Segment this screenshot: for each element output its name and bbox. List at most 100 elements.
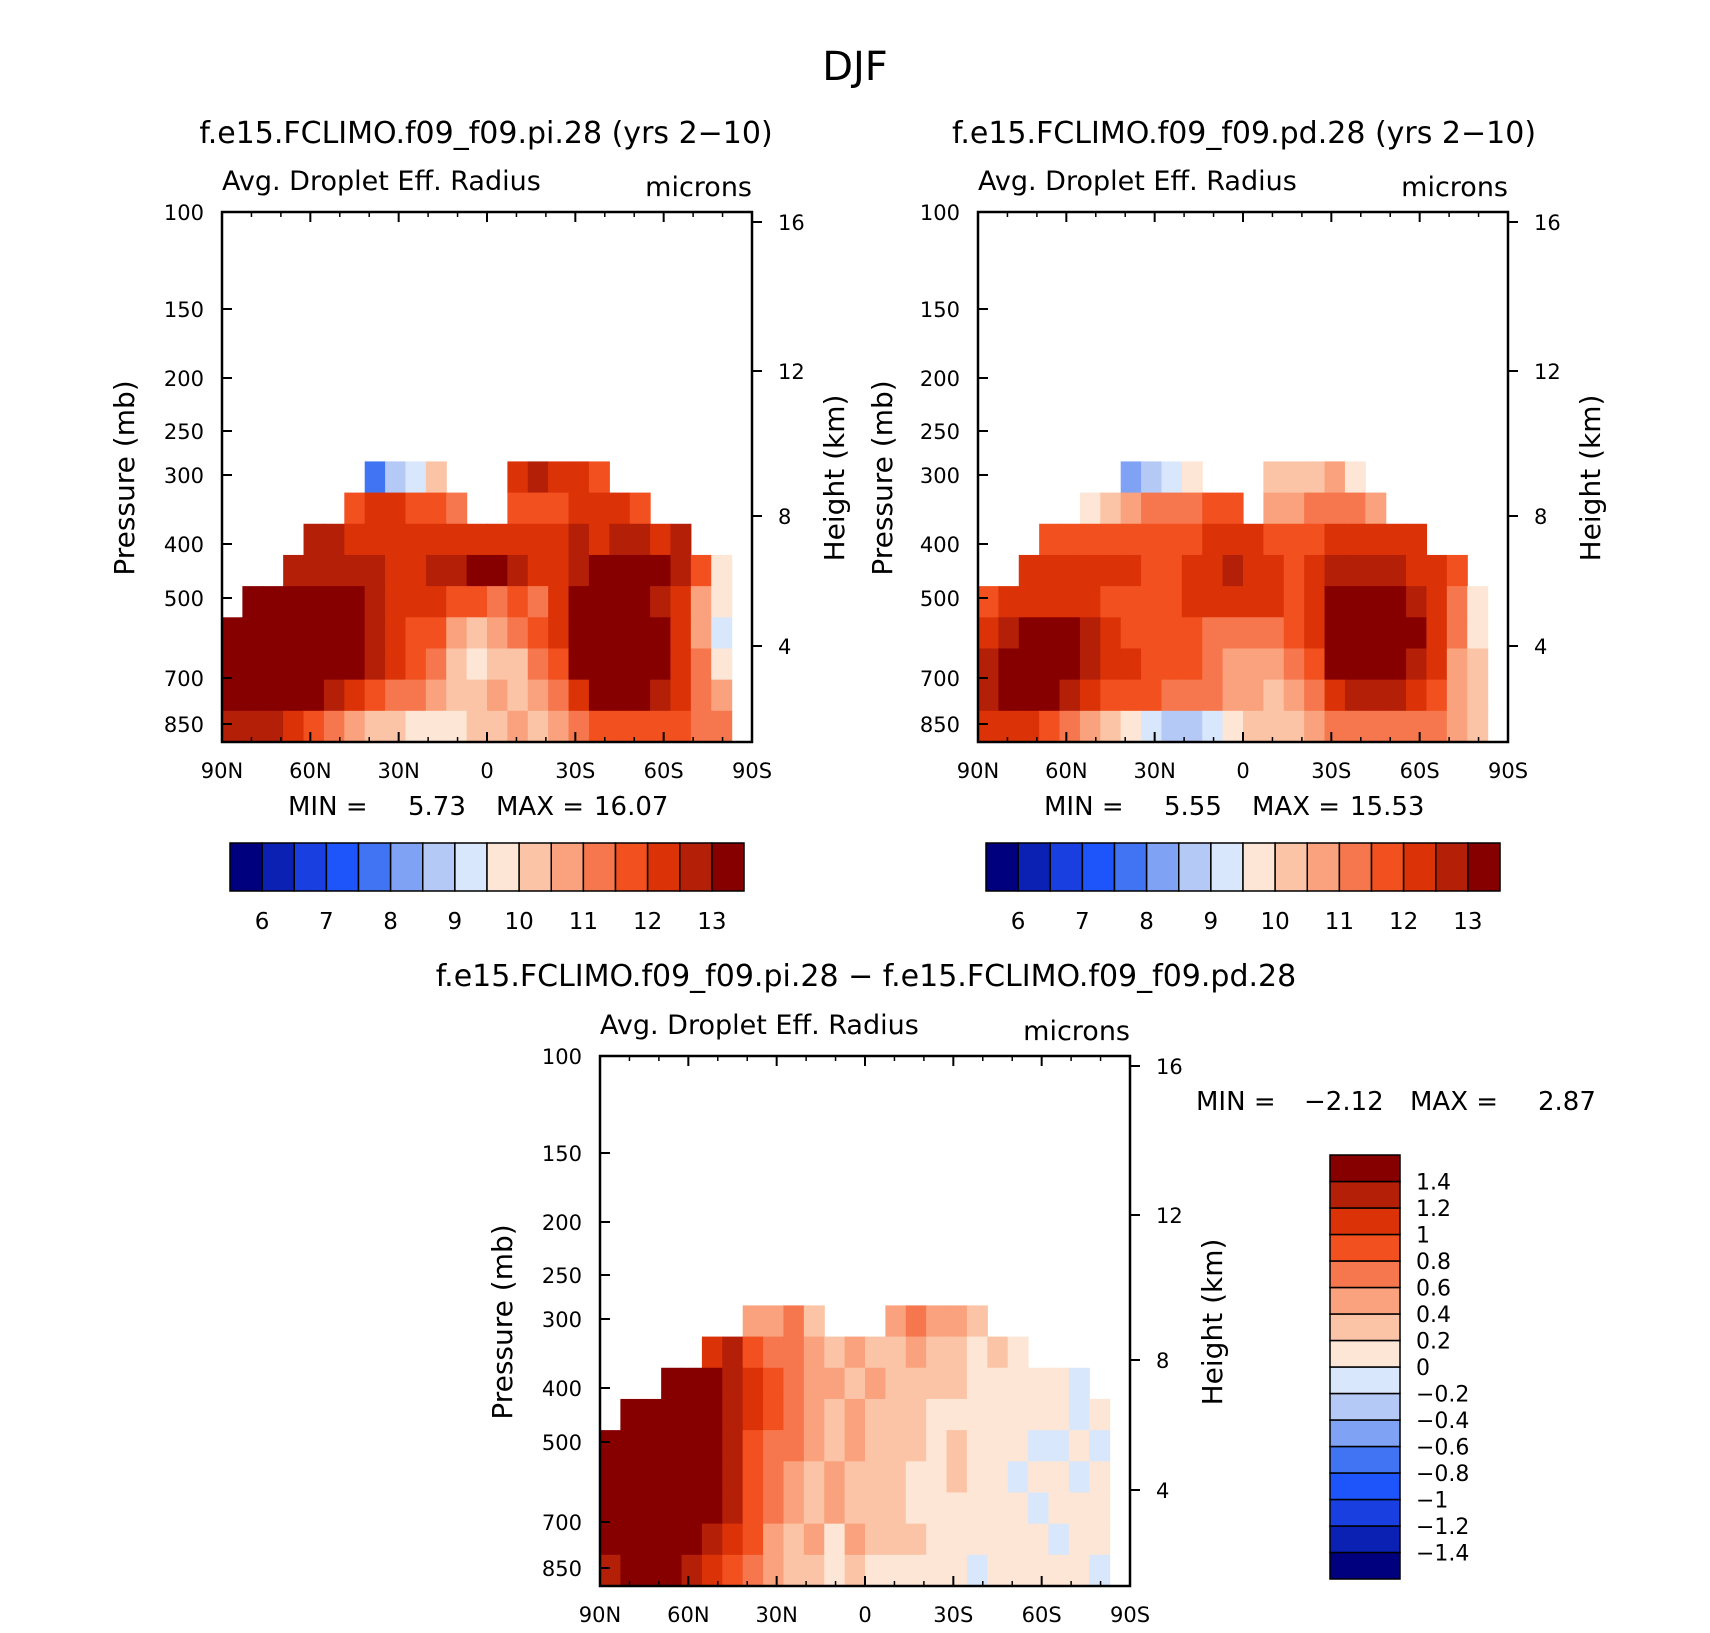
panel-diff-field-cell	[600, 1523, 621, 1556]
y-tick-label: 100	[542, 1045, 582, 1069]
panel-diff-field-cell	[783, 1305, 805, 1338]
panel-pi-field-cell	[303, 648, 325, 681]
colorbar-label: 13	[697, 909, 726, 935]
panel-pd-field-cell	[1100, 710, 1122, 743]
panel-pi-field-cell	[446, 492, 468, 525]
panel-pi-field-cell	[609, 710, 631, 743]
panel-pi-field-cell	[588, 679, 610, 712]
panel-diff-field-cell	[1028, 1554, 1050, 1587]
panel-diff-field-cell	[844, 1492, 866, 1525]
panel-pd-field-cell	[1263, 679, 1285, 712]
panel-diff-field-cell	[865, 1430, 886, 1462]
panel-diff-field-cell	[987, 1492, 1009, 1525]
panel-pi-field-cell	[344, 586, 366, 618]
panel-diff-colorbar: 1.41.210.80.60.40.20−0.2−0.4−0.6−0.8−1−1…	[1329, 1154, 1469, 1580]
panel-diff-field-cell	[905, 1430, 927, 1462]
y-right-tick-label: 16	[1534, 211, 1561, 235]
panel-pd-field-cell	[1385, 679, 1407, 712]
colorbar-box	[1242, 842, 1276, 892]
colorbar-label: −1.2	[1416, 1515, 1469, 1540]
panel-pd-field-cell	[1324, 679, 1346, 712]
panel-pd-field-cell	[1344, 586, 1366, 618]
panel-pi-field-cell	[609, 586, 631, 618]
panel-diff-field-cell	[742, 1336, 764, 1369]
panel-diff-field-cell	[722, 1367, 744, 1400]
panel-pd-field-cell	[998, 710, 1020, 743]
panel-pd-field-cell	[1243, 617, 1264, 650]
x-tick-label: 30N	[755, 1603, 797, 1627]
y-right-tick-label: 12	[1156, 1204, 1183, 1228]
panel-pd-field-cell	[1018, 554, 1040, 587]
panel-pd-field-cell	[1406, 617, 1428, 650]
panel-diff-field-cell	[1007, 1367, 1029, 1400]
panel-pi-field-cell	[507, 461, 529, 494]
panel-pi-field-cell	[588, 648, 610, 681]
colorbar-box	[1329, 1366, 1401, 1395]
panel-pd-field-cell	[1263, 554, 1285, 587]
panel-diff-field-cell	[620, 1492, 642, 1525]
y-tick-label: 400	[920, 533, 960, 557]
panel-diff-field-cell	[661, 1492, 683, 1525]
panel-pi-field-cell	[446, 710, 468, 743]
panel-pi-field-cell	[548, 492, 570, 525]
panel-diff-field-cell	[824, 1523, 846, 1556]
panel-pi-field-cell	[446, 586, 468, 618]
panel-pi-field-cell	[222, 679, 243, 712]
panel-pi-field-cell	[262, 648, 284, 681]
panel-pd-field-cell	[1222, 679, 1244, 712]
panel-pi-field-cell	[323, 554, 345, 587]
colorbar-box	[1113, 842, 1148, 892]
panel-pi-field-cell	[527, 523, 549, 556]
panel-pd-field-cell	[1263, 492, 1285, 525]
panel-pi-min-value: 5.73	[408, 792, 466, 822]
panel-pd-field-cell	[1161, 679, 1183, 712]
y-tick-label: 100	[164, 201, 204, 225]
y-tick-label: 850	[164, 713, 204, 737]
panel-pd-field-cell	[1406, 554, 1428, 587]
panel-diff-field-cell	[600, 1461, 621, 1494]
panel-diff-field-cell	[966, 1523, 988, 1556]
panel-pi-field-cell	[466, 523, 488, 556]
panel-diff-field-cell	[865, 1336, 886, 1369]
panel-diff-field-cell	[1089, 1492, 1111, 1525]
panel-diff-field-cell	[1048, 1367, 1070, 1400]
panel-pi-field-cell	[507, 586, 529, 618]
panel-diff-field-cell	[1007, 1554, 1029, 1587]
panel-pd-field-cell	[1426, 679, 1448, 712]
panel-pd-field-cell	[1202, 617, 1224, 650]
panel-pi-field-cell	[425, 461, 447, 494]
panel-pd-field-cell	[1283, 648, 1305, 681]
panel-pd-field-cell	[1018, 617, 1040, 650]
panel-pd-field-cell	[1161, 648, 1183, 681]
colorbar-label: 0	[1416, 1356, 1430, 1381]
panel-pi-variable-label: Avg. Droplet Eff. Radius	[222, 166, 541, 197]
panel-pi-field-cell	[527, 679, 549, 712]
panel-pi-field-cell	[222, 617, 243, 650]
panel-pd-field-cell	[1304, 648, 1326, 681]
panel-pi-field-cell	[507, 523, 529, 556]
panel-pd-field-cell	[1181, 523, 1203, 556]
panel-pd-field-cell	[1385, 586, 1407, 618]
panel-pd-field-cell	[1263, 617, 1285, 650]
panel-pd-field-cell	[1426, 648, 1448, 681]
panel-pd-field-cell	[1059, 648, 1081, 681]
panel-pi-field-cell	[507, 492, 529, 525]
panel-diff-field-cell	[1028, 1367, 1050, 1400]
panel-pi-field-cell	[650, 523, 672, 556]
panel-pd-field-cell	[1344, 648, 1366, 681]
colorbar-box	[1049, 842, 1084, 892]
panel-diff-field-cell	[803, 1336, 825, 1369]
panel-pd-field-cell	[1344, 492, 1366, 525]
panel-diff-field-cell	[763, 1430, 785, 1462]
panel-pi-field-cell	[670, 554, 692, 587]
panel-diff-field-cell	[701, 1523, 723, 1556]
panel-pi-field-cell	[548, 648, 570, 681]
panel-pi-field-cell	[568, 554, 590, 587]
y-tick-label: 250	[920, 420, 960, 444]
panel-pi-field-cell	[629, 648, 651, 681]
panel-pi-field-cell	[303, 679, 325, 712]
panel-pd-field-cell	[978, 710, 999, 743]
panel-diff-field-cell	[946, 1336, 968, 1369]
panel-diff-field-cell	[661, 1554, 683, 1587]
colorbar-label: 12	[1389, 909, 1418, 935]
